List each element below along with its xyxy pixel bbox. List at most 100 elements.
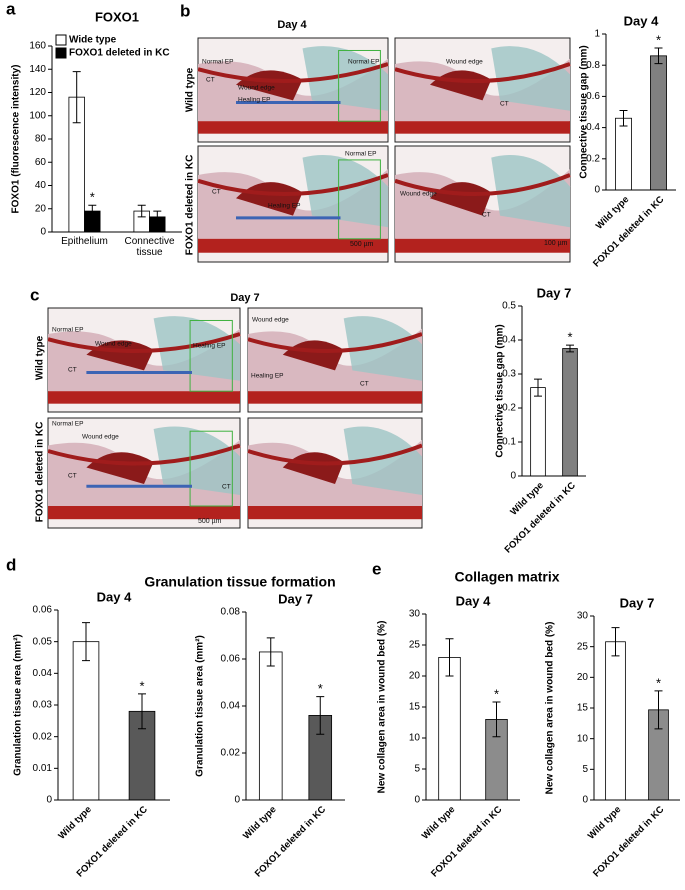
tissue [248, 391, 422, 404]
roi-box [338, 49, 381, 122]
x-tick-label-box: Epithelium [61, 236, 108, 247]
tissue [395, 58, 570, 122]
significance-mark: * [494, 686, 499, 701]
y-tick-label: 20 [409, 671, 421, 682]
y-tick-label: 15 [409, 702, 421, 713]
significance-mark: * [656, 675, 661, 690]
tissue [248, 440, 422, 506]
group-title: Collagen matrix [454, 569, 559, 585]
panel-label: b [180, 1, 190, 20]
y-tick-label: 0 [40, 227, 46, 238]
histology-label: 100 µm [544, 240, 568, 247]
y-tick-label: 0 [594, 185, 600, 196]
tissue [491, 46, 570, 111]
tissue [302, 46, 388, 111]
panel-label: e [372, 559, 381, 578]
y-tick-label: 0.05 [33, 636, 53, 647]
tissue [248, 328, 422, 392]
tissue [48, 391, 240, 404]
y-tick-label: 80 [35, 134, 47, 145]
y-axis-label: Granulation tissue area (mm²) [195, 635, 206, 777]
error-bar [654, 690, 663, 730]
histology-label: Wound edge [95, 341, 132, 348]
y-axis-label: Connective tissue gap (mm) [579, 45, 590, 178]
y-tick-label: 0.08 [221, 607, 241, 618]
panel-label: c [30, 285, 39, 304]
y-tick-label: 0.04 [221, 701, 241, 712]
y-tick-label: 0.3 [502, 369, 516, 380]
tissue [153, 316, 240, 381]
tissue [48, 440, 240, 506]
y-tick-label: 0.4 [586, 122, 600, 133]
chart-title: Day 4 [456, 593, 491, 608]
y-tick-label: 0 [46, 795, 52, 806]
histology-label: Wound edge [252, 317, 289, 324]
error-bar [445, 638, 454, 677]
bar [562, 348, 578, 477]
tissue [343, 426, 422, 495]
y-tick-label: 0.6 [586, 91, 600, 102]
error-bar [654, 47, 663, 65]
histology-label: CT [206, 77, 215, 84]
histology-label: CT [222, 484, 231, 491]
y-tick-label: 25 [577, 641, 589, 652]
tissue [153, 426, 240, 495]
y-tick-label: 30 [577, 611, 589, 622]
tissue [343, 316, 422, 381]
tissue [47, 332, 241, 354]
y-tick-label: 10 [577, 733, 589, 744]
y-tick-label: 0.04 [33, 668, 53, 679]
x-tick-label: Connective tissue [124, 236, 175, 258]
row-label: FOXO1 deleted in KC [35, 422, 46, 523]
y-tick-label: 0 [510, 471, 516, 482]
error-bar [492, 701, 501, 738]
y-tick-label: 20 [577, 672, 589, 683]
error-bar [138, 693, 146, 730]
y-tick-label: 40 [35, 180, 47, 191]
significance-mark: * [139, 678, 144, 693]
histology-labels: Normal EP CT Wound edge Healing EP Norma… [52, 59, 568, 525]
histology-label: 500 µm [350, 241, 374, 248]
histology-label: Healing EP [238, 97, 271, 104]
legend-label: FOXO1 deleted in KC [69, 48, 170, 59]
bar [650, 55, 667, 191]
tissue [247, 443, 423, 466]
roi-box [189, 430, 233, 507]
x-tick-label-box: Connective tissue [124, 236, 175, 258]
tissue [48, 328, 240, 392]
histology-label: Wound edge [238, 85, 275, 92]
panel-label: d [6, 555, 16, 574]
error-bar [88, 204, 97, 218]
tissue [198, 169, 388, 239]
tissue [197, 173, 389, 196]
y-axis-label: New collagen area in wound bed (%) [377, 621, 388, 794]
y-tick-label: 0 [582, 795, 588, 806]
histology-label: CT [68, 367, 77, 374]
y-tick-label: 1 [594, 29, 600, 40]
tissue [395, 169, 570, 239]
group-title: Granulation tissue formation [144, 574, 335, 590]
y-tick-label: 0.02 [33, 731, 53, 742]
bar [605, 641, 626, 801]
row-label: Wild type [185, 67, 196, 112]
bar [72, 641, 100, 801]
x-tick-label: Epithelium [61, 236, 108, 247]
y-tick-label: 10 [409, 733, 421, 744]
tissue [47, 443, 241, 466]
y-tick-label: 0 [414, 795, 420, 806]
tissue [395, 238, 570, 253]
histology-label: CT [68, 473, 77, 480]
chart-title: Day 7 [278, 591, 313, 606]
tissue [302, 155, 388, 228]
tissue [198, 238, 388, 253]
y-tick-label: 5 [582, 764, 588, 775]
y-axis-label: Connective tissue gap (mm) [495, 324, 506, 457]
error-bar [137, 204, 146, 218]
y-tick-label: 0.01 [33, 763, 53, 774]
y-axis-label: New collagen area in wound bed (%) [545, 622, 556, 795]
chart-title: Day 7 [620, 595, 655, 610]
tissue [395, 121, 570, 134]
histology-label: Healing EP [268, 203, 301, 210]
tissue [198, 58, 388, 122]
